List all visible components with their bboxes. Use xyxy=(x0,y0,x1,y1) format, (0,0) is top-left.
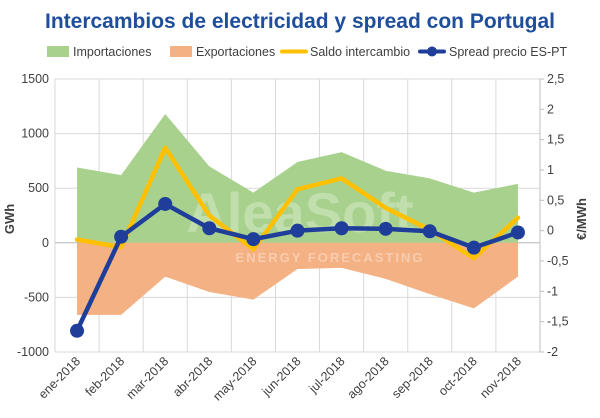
y-tick-label-right: 2 xyxy=(547,102,554,116)
marker-spread xyxy=(290,223,305,238)
chart-title: Intercambios de electricidad y spread co… xyxy=(45,10,555,33)
y-tick-label-left: 1000 xyxy=(21,127,49,141)
y-axis-title-right: €/MWh xyxy=(574,198,589,240)
marker-spread xyxy=(422,224,437,239)
marker-spread xyxy=(334,221,349,236)
marker-spread xyxy=(246,232,261,247)
legend-swatch-exportaciones xyxy=(170,46,192,57)
y-axis-title-left: GWh xyxy=(2,204,17,234)
area-series xyxy=(77,113,518,315)
y-tick-label-right: -1 xyxy=(547,284,558,298)
y-tick-label-right: 0,5 xyxy=(547,193,564,207)
marker-spread xyxy=(378,221,393,236)
y-tick-label-right: -1,5 xyxy=(547,315,569,329)
legend-item-spread: Spread precio ES-PT xyxy=(418,45,567,59)
y-tick-label-left: -1000 xyxy=(17,345,49,359)
legend-label-exportaciones: Exportaciones xyxy=(196,45,275,59)
line-saldo xyxy=(74,145,521,261)
legend: Importaciones Exportaciones Saldo interc… xyxy=(47,45,567,59)
line-series xyxy=(70,145,525,338)
legend-label-saldo: Saldo intercambio xyxy=(310,45,410,59)
y-tick-label-right: -2 xyxy=(547,345,558,359)
legend-swatch-spread-marker xyxy=(427,46,437,57)
marker-spread xyxy=(158,196,173,211)
legend-swatch-importaciones xyxy=(47,46,69,57)
legend-item-saldo: Saldo intercambio xyxy=(280,45,410,59)
y-tick-label-left: -500 xyxy=(24,290,49,304)
marker-spread xyxy=(202,221,217,236)
watermark-tagline: ENERGY FORECASTING xyxy=(236,250,425,265)
area-importaciones xyxy=(77,113,518,243)
legend-label-importaciones: Importaciones xyxy=(73,45,152,59)
marker-spread xyxy=(466,240,481,255)
legend-item-importaciones: Importaciones xyxy=(47,45,152,59)
marker-spread xyxy=(114,229,129,244)
y-tick-label-right: 1,5 xyxy=(547,133,564,147)
area-exportaciones xyxy=(77,242,518,315)
y-tick-label-left: 0 xyxy=(42,236,49,250)
y-tick-label-right: 1 xyxy=(547,163,554,177)
y-tick-label-left: 500 xyxy=(28,181,49,195)
y-tick-label-right: 2,5 xyxy=(547,72,564,86)
y-tick-label-right: 0 xyxy=(547,224,554,238)
marker-spread xyxy=(510,225,525,240)
legend-label-spread: Spread precio ES-PT xyxy=(449,45,567,59)
y-tick-label-left: 1500 xyxy=(21,72,49,86)
y-tick-label-right: -0,5 xyxy=(547,254,569,268)
legend-item-exportaciones: Exportaciones xyxy=(170,45,275,59)
marker-spread xyxy=(70,323,85,338)
